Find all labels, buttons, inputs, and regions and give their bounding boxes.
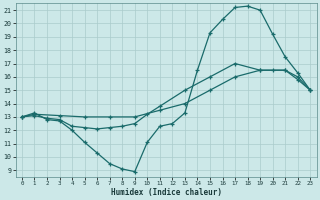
X-axis label: Humidex (Indice chaleur): Humidex (Indice chaleur): [111, 188, 221, 197]
